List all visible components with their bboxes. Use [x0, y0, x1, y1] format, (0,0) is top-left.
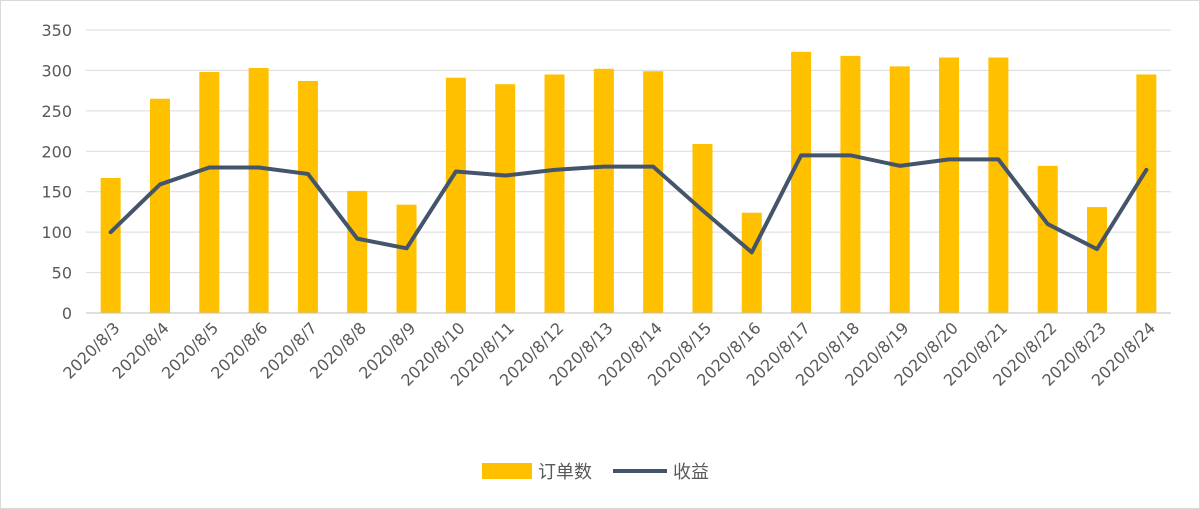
line-point-revenue [405, 246, 409, 250]
line-point-revenue [602, 165, 606, 169]
line-point-revenue [700, 208, 704, 212]
y-tick-label: 100 [41, 223, 72, 242]
bar-series-orders [100, 51, 1157, 314]
line-point-revenue [158, 182, 162, 186]
line-point-revenue [454, 170, 458, 173]
y-tick-label: 200 [41, 142, 72, 161]
bar-orders [396, 204, 417, 313]
line-point-revenue [257, 165, 261, 169]
bar-orders [741, 212, 762, 313]
line-point-revenue [947, 157, 951, 161]
bar-orders [889, 66, 910, 313]
bar-orders [1037, 165, 1058, 313]
bar-orders [248, 68, 269, 313]
line-point-revenue [799, 153, 803, 157]
bar-orders [445, 77, 466, 313]
line-point-revenue [848, 153, 852, 157]
bar-orders [840, 55, 861, 313]
y-tick-label: 150 [41, 183, 72, 202]
line-point-revenue [1095, 247, 1099, 251]
y-tick-label: 50 [52, 264, 72, 283]
bar-orders [297, 80, 318, 313]
bar-orders [593, 68, 614, 313]
y-tick-label: 300 [41, 61, 72, 80]
line-series-revenue [108, 153, 1149, 255]
line-point-revenue [109, 230, 113, 234]
bar-orders [100, 177, 121, 313]
bar-orders [791, 51, 812, 314]
legend: 订单数 收益 [482, 462, 709, 483]
legend-label-orders: 订单数 [538, 462, 592, 483]
line-point-revenue [355, 237, 359, 241]
line-point-revenue [306, 172, 310, 176]
y-tick-label: 350 [41, 21, 72, 40]
line-revenue [108, 153, 1149, 255]
bar-orders [199, 72, 220, 313]
line-point-revenue [553, 168, 557, 172]
y-tick-label: 250 [41, 102, 72, 121]
line-point-revenue [1046, 222, 1050, 226]
bar-orders [692, 144, 713, 313]
line-point-revenue [503, 174, 507, 178]
line-point-revenue [651, 165, 655, 169]
line-point-revenue [996, 157, 1000, 161]
bar-orders [495, 84, 516, 313]
bar-orders [544, 74, 565, 313]
legend-label-revenue: 收益 [673, 462, 709, 483]
line-point-revenue [207, 165, 211, 169]
line-point-revenue [750, 250, 754, 254]
bar-orders [149, 98, 170, 313]
bar-orders [988, 57, 1009, 314]
bar-orders [939, 57, 960, 314]
bar-orders [347, 190, 368, 313]
line-point-revenue [898, 164, 902, 168]
y-tick-label: 0 [62, 304, 72, 323]
bar-orders [643, 71, 664, 313]
bar-orders [1136, 74, 1157, 313]
legend-swatch-orders [482, 463, 532, 479]
line-point-revenue [1144, 168, 1148, 172]
bar-orders [1087, 207, 1108, 313]
